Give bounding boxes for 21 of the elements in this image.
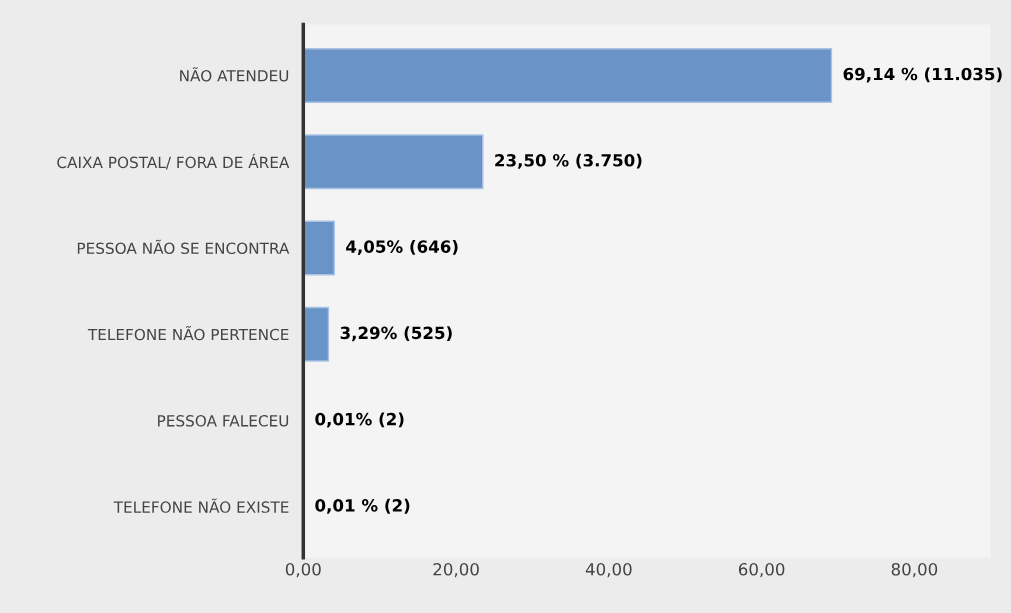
bar bbox=[303, 134, 484, 190]
data-label: 0,01% (2) bbox=[315, 412, 404, 428]
data-label: 4,05% (646) bbox=[346, 239, 458, 256]
y-tick-label: NÃO ATENDEU bbox=[180, 67, 289, 82]
y-tick-label: TELEFONE NÃO PERTENCE bbox=[87, 326, 289, 341]
x-tick-label: 20,00 bbox=[433, 562, 479, 578]
x-tick-label: 40,00 bbox=[585, 562, 632, 578]
data-label: 0,01 % (2) bbox=[315, 498, 410, 514]
x-tick-label: 80,00 bbox=[891, 562, 938, 578]
y-tick-label: TELEFONE NÃO EXISTE bbox=[113, 498, 289, 513]
bar bbox=[303, 306, 330, 362]
x-tick-label: 60,00 bbox=[738, 562, 785, 578]
y-tick-label: CAIXA POSTAL/ FORA DE ÁREA bbox=[57, 153, 290, 170]
y-tick-label: PESSOA FALECEU bbox=[158, 415, 289, 427]
y-tick-label: PESSOA NÃO SE ENCONTRA bbox=[77, 239, 290, 255]
data-label: 23,50 % (3.750) bbox=[495, 153, 642, 169]
bar bbox=[303, 220, 335, 276]
data-label: 69,14 % (11.035) bbox=[843, 67, 1002, 83]
data-label: 3,29% (525) bbox=[340, 326, 452, 342]
x-tick-label: 0,00 bbox=[285, 562, 321, 578]
bar bbox=[303, 48, 833, 103]
